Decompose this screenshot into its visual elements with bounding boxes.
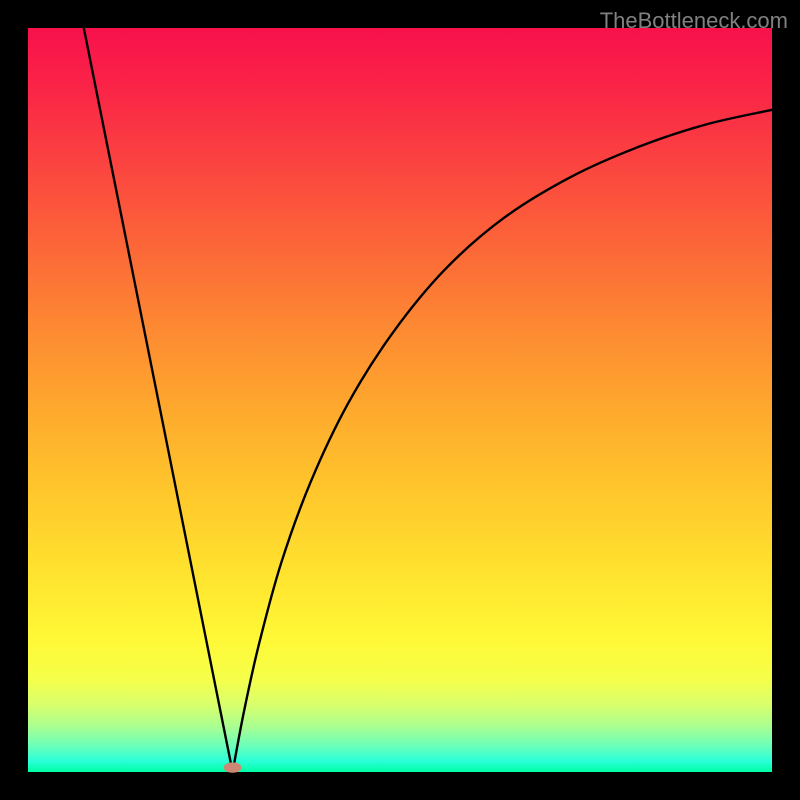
chart-container: TheBottleneck.com xyxy=(0,0,800,800)
bottleneck-curve-chart xyxy=(0,0,800,800)
minimum-marker xyxy=(224,762,242,772)
